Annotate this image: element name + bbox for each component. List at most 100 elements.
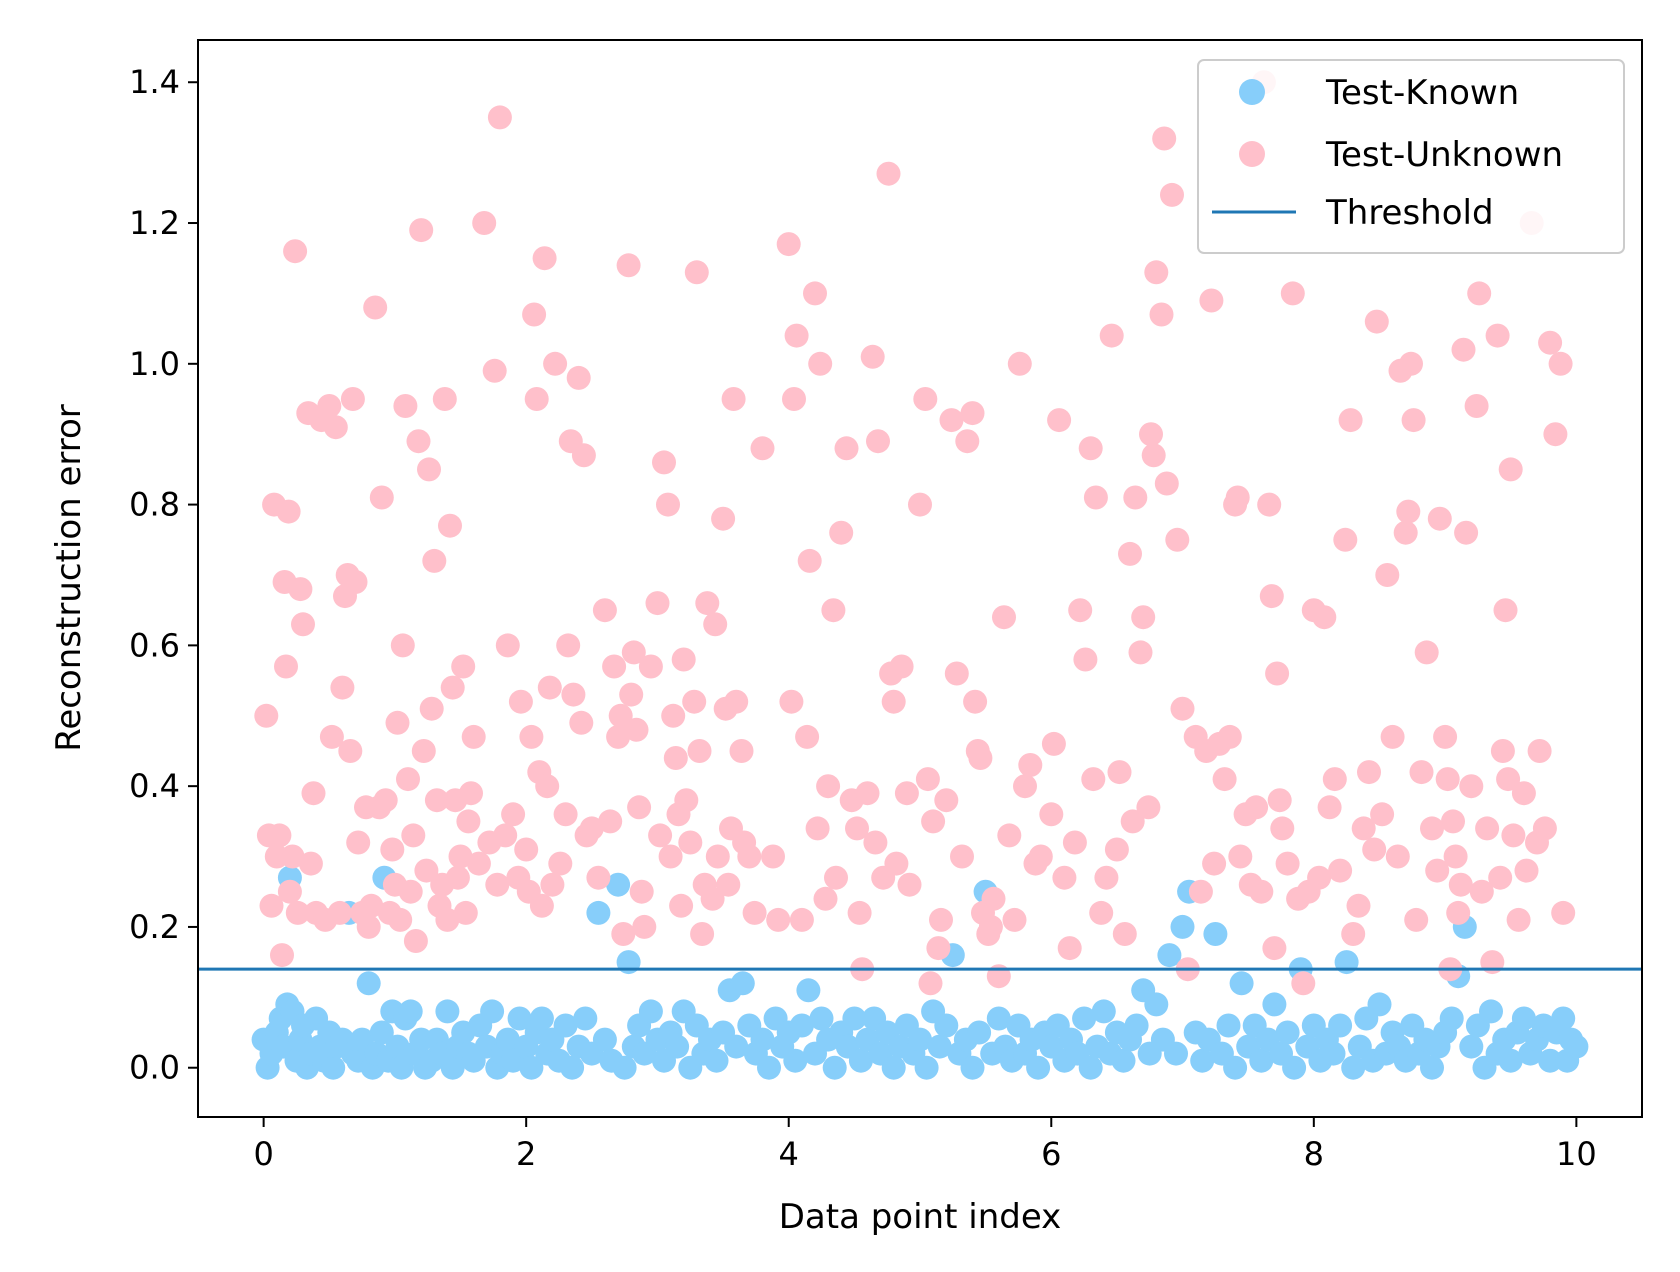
data-point (280, 844, 305, 869)
data-point (612, 1055, 637, 1080)
data-point (485, 872, 510, 897)
x-axis-label: Data point index (779, 1197, 1062, 1237)
data-point (1322, 767, 1347, 792)
y-tick-label: 0.6 (129, 626, 180, 664)
data-point (1321, 1041, 1346, 1066)
data-point (1154, 471, 1179, 496)
data-point (472, 211, 497, 235)
data-point (1493, 598, 1518, 623)
data-point (648, 823, 673, 848)
data-point (579, 816, 604, 841)
data-point (1131, 605, 1156, 630)
data-point (829, 520, 854, 545)
data-point (750, 1027, 775, 1052)
data-point (1427, 506, 1452, 531)
data-point (1527, 739, 1552, 763)
data-point (1078, 1055, 1103, 1080)
data-point (338, 739, 363, 763)
data-point (695, 591, 720, 616)
data-point (1501, 823, 1526, 848)
data-point (1188, 879, 1213, 904)
legend-threshold-label: Threshold (1325, 193, 1494, 233)
data-point (1433, 724, 1458, 749)
data-point (638, 654, 663, 679)
legend: Test-Known Test-Unknown Threshold (1197, 59, 1625, 254)
data-point (1123, 485, 1148, 510)
data-point (704, 1048, 729, 1073)
data-point (1459, 1034, 1484, 1059)
data-point (540, 872, 565, 897)
data-point (553, 1013, 578, 1038)
data-point (1249, 1048, 1274, 1073)
data-point (440, 675, 465, 700)
data-point (514, 837, 539, 862)
data-point (908, 1027, 932, 1052)
data-point (929, 907, 953, 932)
data-point (690, 922, 715, 946)
data-point (700, 886, 725, 911)
data-point (1124, 1013, 1149, 1038)
data-point (960, 401, 985, 426)
data-point (842, 1006, 867, 1031)
data-point (1164, 1041, 1188, 1066)
data-point (401, 823, 426, 848)
data-point (927, 1034, 952, 1059)
data-point (606, 724, 631, 749)
data-point (1414, 640, 1439, 665)
data-point (705, 844, 730, 869)
data-point (876, 161, 901, 186)
data-point (301, 781, 326, 806)
series-test-known (251, 865, 1589, 1080)
data-point (393, 394, 418, 418)
data-point (1212, 767, 1237, 792)
data-point (816, 774, 841, 799)
data-point (1496, 767, 1521, 792)
data-point (1262, 992, 1287, 1017)
data-point (658, 844, 683, 869)
data-point (417, 457, 441, 482)
data-point (327, 900, 352, 925)
data-point (388, 907, 413, 932)
data-point (1047, 408, 1072, 433)
data-point (424, 788, 449, 813)
data-point (629, 879, 654, 904)
data-point (881, 1055, 906, 1080)
data-point (317, 394, 342, 418)
data-point (968, 746, 993, 770)
data-point (1160, 182, 1184, 207)
data-point (845, 816, 869, 841)
data-point (1333, 527, 1358, 552)
data-point (963, 689, 988, 714)
data-point (606, 872, 631, 897)
data-point (757, 1055, 781, 1080)
data-point (1464, 394, 1489, 418)
data-point (761, 844, 785, 869)
data-point (529, 893, 554, 918)
data-point (1018, 753, 1043, 777)
data-point (1396, 499, 1421, 524)
data-point (1257, 492, 1282, 517)
data-point (939, 408, 964, 433)
data-point (897, 872, 922, 897)
data-point (406, 429, 431, 454)
data-point (1157, 943, 1182, 968)
data-point (1420, 816, 1444, 841)
data-point (432, 387, 457, 411)
data-point (363, 295, 388, 320)
data-point (782, 387, 806, 411)
data-point (495, 1027, 520, 1052)
data-point (992, 605, 1016, 630)
data-point (1091, 999, 1116, 1024)
data-point (881, 689, 906, 714)
data-point (569, 710, 594, 735)
data-point (1498, 457, 1523, 482)
legend-box (1197, 59, 1625, 254)
data-point (1351, 816, 1376, 841)
data-point (319, 724, 344, 749)
data-point (501, 802, 526, 827)
data-point (822, 1055, 847, 1080)
data-point (274, 654, 298, 679)
data-point (1551, 900, 1576, 925)
data-point (359, 893, 384, 918)
